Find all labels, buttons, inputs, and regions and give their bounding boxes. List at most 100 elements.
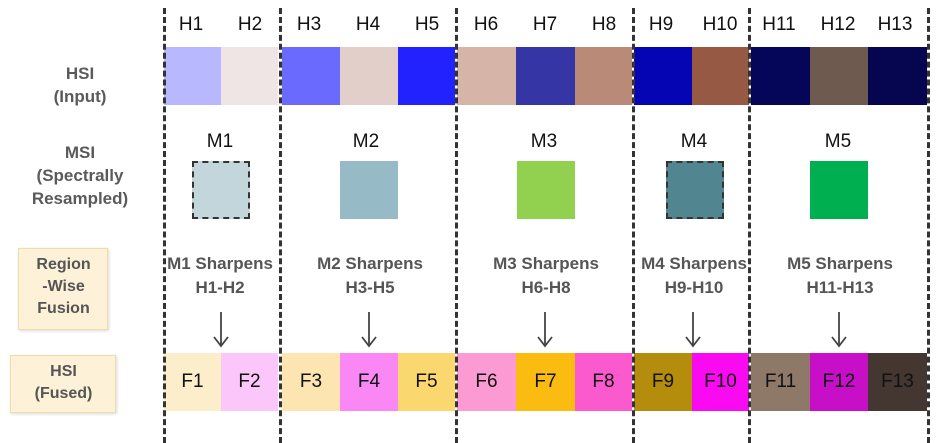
hsi-band-cell [634, 47, 692, 105]
fused-band-label: F5 [415, 371, 438, 392]
row-label-hsi-input: HSI (Input) [0, 62, 160, 108]
sharpen-label: M2 Sharpens H3-H5 [280, 252, 460, 300]
hsi-fused-label-box: HSI (Fused) [10, 355, 116, 413]
fusion-label-text: Region -Wise Fusion [0, 254, 141, 320]
fused-band-label: F10 [704, 371, 737, 392]
hsi-band-label: H1 [178, 14, 204, 35]
fused-band-cell: F11 [751, 353, 810, 411]
sharpen-line: H3-H5 [345, 278, 395, 297]
fused-band-label: F4 [357, 371, 381, 392]
hsi-band-cell [164, 47, 221, 105]
row-label-line: Resampled) [31, 189, 129, 208]
fused-band-cell: F8 [575, 353, 632, 411]
sharpen-line: M2 Sharpens [317, 254, 423, 273]
fused-band-cell: F13 [868, 353, 927, 411]
down-arrow-icon [831, 312, 847, 348]
hsi-band-label: H13 [877, 14, 913, 35]
msi-band-square [340, 161, 398, 219]
fused-band-label: F3 [299, 371, 323, 392]
msi-band-square [666, 161, 724, 219]
msi-band-square [192, 161, 250, 219]
fused-band-label: F6 [475, 371, 498, 392]
hsi-band-cell [457, 47, 516, 105]
fused-band-cell: F2 [221, 353, 278, 411]
hsi-band-label: H11 [762, 14, 796, 35]
hsi-band-cell [692, 47, 749, 105]
fused-band-cell: F7 [516, 353, 575, 411]
hsi-band-cell [221, 47, 278, 105]
down-arrow-icon [537, 312, 553, 348]
fused-band-cell: F5 [398, 353, 455, 411]
group-divider [163, 8, 166, 443]
fusion-label-box: Region -Wise Fusion [18, 248, 108, 330]
sharpen-line: M4 Sharpens [641, 254, 747, 273]
fused-band-cell: F12 [810, 353, 868, 411]
hsi-band-label: H7 [532, 14, 558, 35]
sharpen-label: M3 Sharpens H6-H8 [456, 252, 636, 300]
down-arrow-icon [361, 312, 377, 348]
hsi-band-label: H3 [296, 14, 322, 35]
fused-band-cell: F6 [457, 353, 516, 411]
row-label-line: HSI [50, 363, 77, 380]
fused-band-label: F8 [592, 371, 615, 392]
hsi-band-label: H8 [591, 14, 617, 35]
hsi-band-cell [340, 47, 398, 105]
group-divider [455, 8, 458, 443]
hsi-band-label: H2 [237, 14, 263, 35]
msi-band-label: M4 [680, 131, 708, 152]
msi-band-label: M5 [824, 131, 852, 152]
fused-band-cell: F10 [692, 353, 749, 411]
row-label-line: Fusion [37, 300, 90, 317]
fused-band-cell: F9 [634, 353, 692, 411]
fused-band-cell: F3 [282, 353, 340, 411]
hsi-band-label: H4 [355, 14, 381, 35]
fused-band-label: F2 [238, 371, 261, 392]
hsi-band-cell [516, 47, 575, 105]
msi-band-square [517, 161, 575, 219]
hsi-fused-label-text: HSI (Fused) [0, 361, 141, 405]
hsi-band-cell [868, 47, 927, 105]
sharpen-line: H1-H2 [195, 278, 245, 297]
hsi-band-cell [398, 47, 455, 105]
hsi-band-label: H12 [820, 14, 856, 35]
msi-band-label: M2 [352, 131, 380, 152]
hsi-band-cell [810, 47, 868, 105]
sharpen-line: H6-H8 [521, 278, 571, 297]
row-label-line: -Wise [42, 278, 85, 295]
sharpen-label: M5 Sharpens H11-H13 [750, 252, 930, 300]
sharpen-line: M5 Sharpens [787, 254, 893, 273]
fused-band-label: F9 [651, 371, 675, 392]
fused-band-label: F1 [181, 371, 204, 392]
hsi-band-cell [282, 47, 340, 105]
row-label-line: Region [36, 256, 91, 273]
hsi-band-label: H10 [702, 14, 738, 35]
row-label-line: (Fused) [34, 385, 93, 402]
row-label-line: (Input) [53, 87, 107, 106]
msi-band-label: M3 [530, 131, 558, 152]
group-divider [748, 8, 751, 443]
hsi-band-label: H5 [414, 14, 440, 35]
group-divider [927, 8, 930, 443]
sharpen-line: M3 Sharpens [493, 254, 599, 273]
hsi-band-label: H9 [648, 14, 674, 35]
fused-band-label: F7 [534, 371, 557, 392]
row-label-msi: MSI (Spectrally Resampled) [0, 141, 160, 210]
fused-band-cell: F4 [340, 353, 398, 411]
msi-band-square [810, 161, 868, 219]
group-divider [632, 8, 635, 443]
fused-band-cell: F1 [164, 353, 221, 411]
row-label-line: HSI [65, 64, 95, 83]
row-label-line: (Spectrally [36, 166, 124, 185]
sharpen-line: H9-H10 [664, 278, 724, 297]
hsi-band-cell [751, 47, 810, 105]
fused-band-label: F11 [764, 371, 797, 392]
sharpen-line: M1 Sharpens [167, 254, 273, 273]
hsi-band-label: H6 [473, 14, 499, 35]
fused-band-label: F13 [881, 371, 914, 392]
sharpen-label: M4 Sharpens H9-H10 [604, 252, 784, 300]
down-arrow-icon [213, 312, 229, 348]
msi-band-label: M1 [206, 131, 234, 152]
sharpen-label: M1 Sharpens H1-H2 [130, 252, 310, 300]
hsi-band-cell [575, 47, 632, 105]
group-divider [279, 8, 282, 443]
